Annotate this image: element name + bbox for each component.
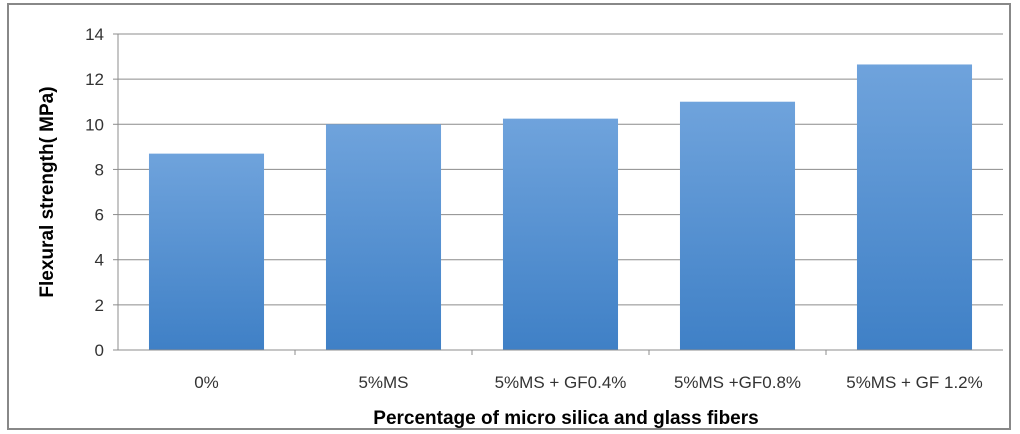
- bar: [679, 101, 796, 350]
- x-tick-label: 5%MS + GF 1.2%: [846, 373, 983, 392]
- x-axis-title: Percentage of micro silica and glass fib…: [373, 408, 758, 429]
- y-tick-label: 2: [95, 296, 104, 315]
- bar: [148, 153, 265, 350]
- y-tick-label: 8: [95, 160, 104, 179]
- y-tick-labels: 0 2 4 6 8 10 12 14: [85, 25, 118, 360]
- bar: [856, 64, 973, 350]
- x-tick-label: 5%MS: [358, 373, 408, 392]
- bar: [325, 124, 442, 351]
- y-tick-label: 4: [95, 251, 104, 270]
- y-tick-label: 12: [85, 70, 104, 89]
- y-tick-label: 10: [85, 115, 104, 134]
- y-axis-title: Flexural strength( MPa): [37, 86, 58, 297]
- y-tick-label: 14: [85, 25, 104, 44]
- y-tick-label: 6: [95, 206, 104, 225]
- bar: [502, 118, 619, 351]
- x-tick-labels: 0% 5%MS 5%MS + GF0.4% 5%MS +GF0.8% 5%MS + GF…: [194, 350, 983, 392]
- x-tick-label: 0%: [194, 373, 219, 392]
- x-tick-label: 5%MS + GF0.4%: [495, 373, 627, 392]
- bars: [148, 64, 973, 351]
- y-tick-label: 0: [95, 341, 104, 360]
- x-tick-label: 5%MS +GF0.8%: [674, 373, 801, 392]
